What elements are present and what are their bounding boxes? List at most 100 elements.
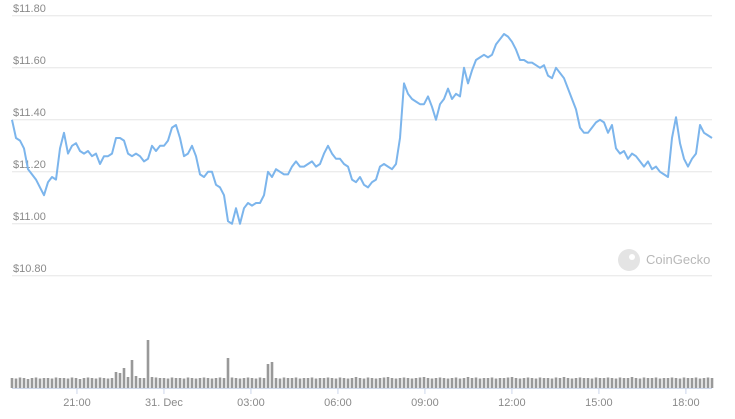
volume-bar xyxy=(386,377,390,388)
y-tick-label: $11.20 xyxy=(13,159,46,171)
volume-bar xyxy=(578,377,582,388)
volume-bar xyxy=(466,377,470,388)
volume-bar xyxy=(286,378,290,388)
y-tick-label: $11.40 xyxy=(13,107,46,119)
volume-bar xyxy=(326,377,330,388)
volume-bar xyxy=(674,378,678,388)
volume-bar xyxy=(650,378,654,388)
volume-bar xyxy=(78,379,82,388)
volume-bar xyxy=(410,378,414,388)
watermark-logo xyxy=(618,249,640,271)
volume-bar xyxy=(406,378,410,388)
volume-bar xyxy=(422,377,426,388)
volume-bar xyxy=(438,377,442,388)
volume-bar xyxy=(446,378,450,388)
volume-bar xyxy=(590,378,594,388)
volume-bar xyxy=(474,377,478,388)
volume-bar xyxy=(698,378,702,388)
volume-bar xyxy=(370,378,374,388)
volume-bar xyxy=(354,377,358,388)
volume-bar xyxy=(158,378,162,388)
volume-bar xyxy=(522,378,526,388)
volume-bar xyxy=(174,378,178,388)
volume-bar xyxy=(434,378,438,388)
volume-bar xyxy=(478,378,482,388)
volume-bar xyxy=(198,378,202,388)
volume-bar xyxy=(414,378,418,388)
volume-bar xyxy=(566,378,570,388)
volume-bar xyxy=(654,377,658,388)
volume-bar xyxy=(322,378,326,388)
volume-bar xyxy=(598,378,602,388)
volume-bar xyxy=(310,377,314,388)
volume-bar xyxy=(54,377,58,388)
volume-bar xyxy=(402,377,406,388)
volume-bar xyxy=(582,378,586,388)
volume-bar xyxy=(218,377,222,388)
volume-bar xyxy=(338,377,342,388)
volume-bar xyxy=(190,378,194,388)
volume-bar xyxy=(202,377,206,388)
volume-bar xyxy=(222,378,226,388)
x-tick-label: 03:00 xyxy=(237,397,265,409)
volume-bar xyxy=(546,378,550,388)
volume-bar xyxy=(382,377,386,388)
volume-bar xyxy=(538,377,542,388)
volume-bar xyxy=(70,377,74,388)
volume-bar xyxy=(98,377,102,388)
volume-bar xyxy=(442,378,446,388)
volume-bar xyxy=(562,377,566,388)
volume-bar xyxy=(210,378,214,388)
volume-bar xyxy=(246,377,250,388)
volume-bar xyxy=(298,378,302,388)
volume-bar xyxy=(62,378,66,388)
volume-bar xyxy=(122,368,126,388)
volume-bar xyxy=(330,378,334,388)
volume-bar xyxy=(630,377,634,388)
volume-bar xyxy=(314,378,318,388)
volume-bar xyxy=(530,378,534,388)
volume-bar xyxy=(682,377,686,388)
volume-bar xyxy=(226,358,230,388)
volume-bar xyxy=(350,378,354,388)
volume-bar xyxy=(394,378,398,388)
x-tick-label: 15:00 xyxy=(585,397,613,409)
volume-bar xyxy=(230,377,234,388)
volume-bar xyxy=(614,378,618,388)
volume-bar xyxy=(634,378,638,388)
volume-bar xyxy=(498,378,502,388)
volume-bar xyxy=(10,378,14,388)
volume-bar xyxy=(46,378,50,388)
volume-bar xyxy=(58,378,62,388)
volume-bar xyxy=(90,378,94,388)
volume-bar xyxy=(626,378,630,388)
watermark: CoinGecko xyxy=(618,249,710,271)
volume-bar xyxy=(618,377,622,388)
volume-bar xyxy=(602,378,606,388)
volume-bar xyxy=(458,378,462,388)
volume-bar xyxy=(658,378,662,388)
volume-bar xyxy=(542,378,546,388)
volume-bar xyxy=(514,378,518,388)
volume-bar xyxy=(134,376,138,388)
volume-bar xyxy=(242,378,246,388)
x-tick-label: 12:00 xyxy=(498,397,526,409)
volume-bar xyxy=(114,372,118,388)
volume-bar xyxy=(94,378,98,388)
volume-bar xyxy=(182,378,186,388)
volume-bar xyxy=(642,377,646,388)
volume-bar xyxy=(74,378,78,388)
volume-bar xyxy=(686,378,690,388)
volume-bar xyxy=(610,378,614,388)
volume-bar xyxy=(126,377,130,388)
volume-bar xyxy=(706,377,710,388)
volume-bar xyxy=(66,378,70,388)
volume-bar xyxy=(14,378,18,388)
volume-bar xyxy=(710,378,714,388)
volume-bar xyxy=(50,378,54,388)
volume-bar xyxy=(234,378,238,388)
volume-bar xyxy=(250,378,254,388)
volume-bar xyxy=(110,378,114,388)
volume-bar xyxy=(570,378,574,388)
